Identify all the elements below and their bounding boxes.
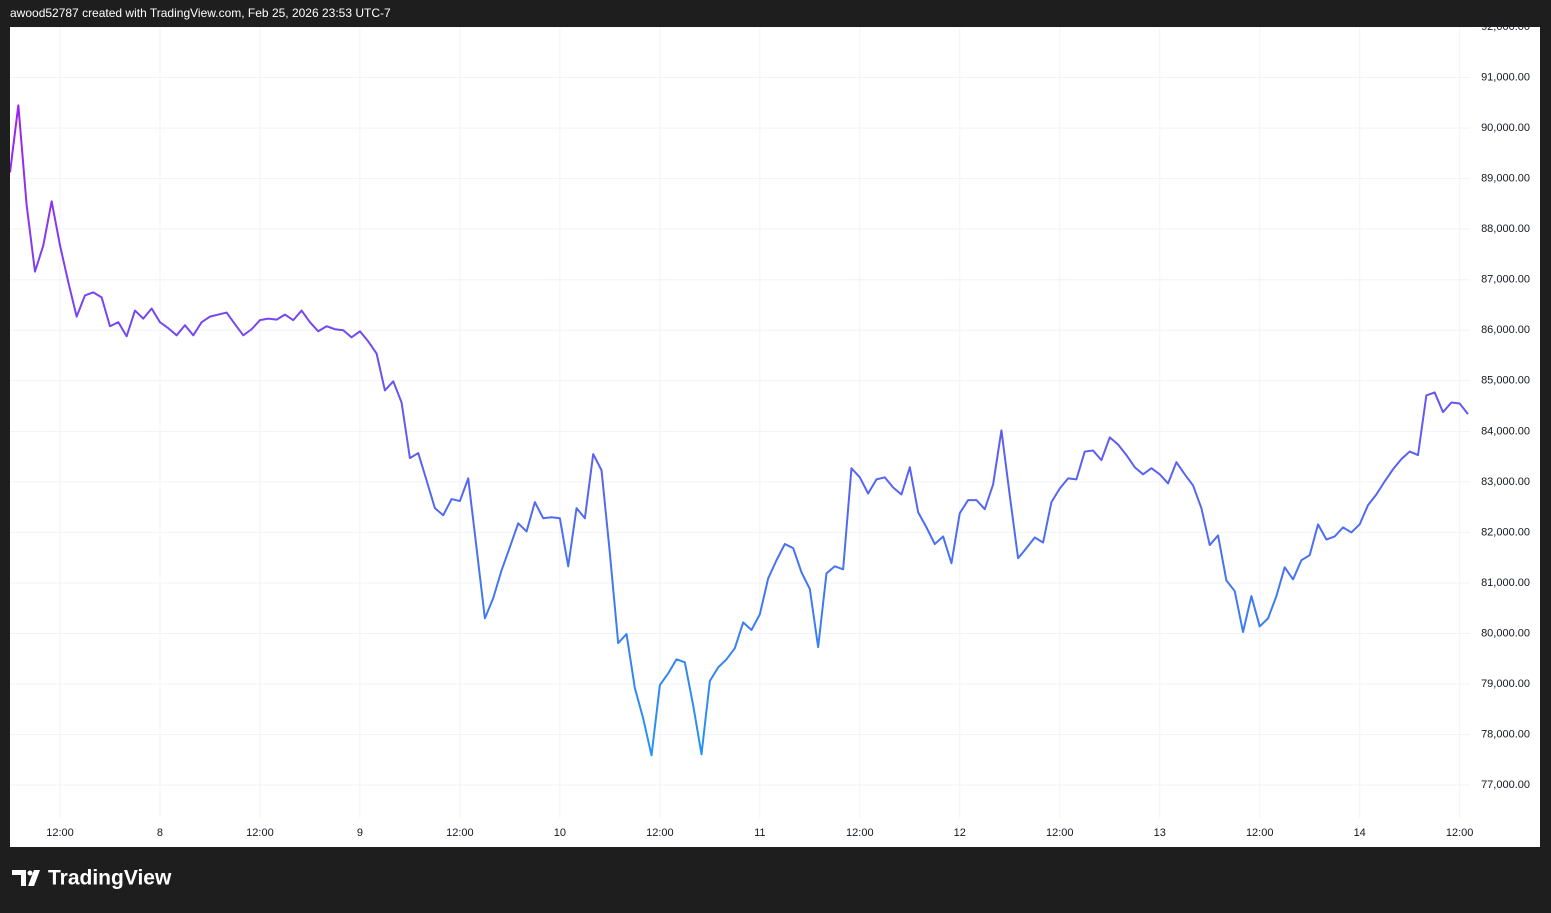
x-tick-label: 12:00 — [1446, 827, 1474, 839]
x-tick-label: 12:00 — [846, 827, 874, 839]
x-tick-label: 12:00 — [1246, 827, 1274, 839]
logo-dot — [27, 870, 33, 876]
plot: 77,000.00 78,000.00 79,000.00 80,000.00 81,0… — [10, 21, 1530, 839]
x-tick-label: 12:00 — [446, 827, 474, 839]
y-tick-label: 87,000.00 — [1481, 274, 1530, 286]
y-tick-label: 79,000.00 — [1481, 678, 1530, 690]
x-tick-label: 12:00 — [46, 827, 74, 839]
y-tick-label: 85,000.00 — [1481, 375, 1530, 387]
x-tick-label: 13 — [1154, 827, 1166, 839]
x-tick-label: 9 — [357, 827, 363, 839]
y-tick-label: 89,000.00 — [1481, 173, 1530, 185]
y-tick-label: 86,000.00 — [1481, 324, 1530, 336]
y-tick-label: 81,000.00 — [1481, 577, 1530, 589]
brand: TradingView — [48, 867, 172, 890]
x-tick-label: 12:00 — [1046, 827, 1074, 839]
header: awood52787 created with TradingView.com,… — [10, 6, 391, 20]
x-tick-label: 14 — [1354, 827, 1366, 839]
x-tick-label: 8 — [157, 827, 163, 839]
y-tick-label: 78,000.00 — [1481, 729, 1530, 741]
y-tick-label: 77,000.00 — [1481, 779, 1530, 791]
y-tick-label: 91,000.00 — [1481, 71, 1530, 83]
logo: TradingView — [12, 867, 172, 890]
x-tick-label: 12:00 — [246, 827, 274, 839]
x-tick-label: 12 — [954, 827, 966, 839]
x-tick-label: 11 — [754, 827, 765, 839]
price-line — [10, 104, 1469, 757]
y-tick-label: 82,000.00 — [1481, 526, 1530, 538]
y-tick-label: 90,000.00 — [1481, 122, 1530, 134]
x-tick-label: 12:00 — [646, 827, 674, 839]
chart-area — [10, 27, 1540, 847]
y-tick-label: 88,000.00 — [1481, 223, 1530, 235]
y-tick-label: 92,000.00 — [1481, 21, 1530, 33]
y-tick-label: 80,000.00 — [1481, 627, 1530, 639]
y-tick-label: 84,000.00 — [1481, 425, 1530, 437]
y-tick-label: 83,000.00 — [1481, 476, 1530, 488]
logo-icon — [12, 870, 40, 886]
x-tick-label: 10 — [554, 827, 566, 839]
